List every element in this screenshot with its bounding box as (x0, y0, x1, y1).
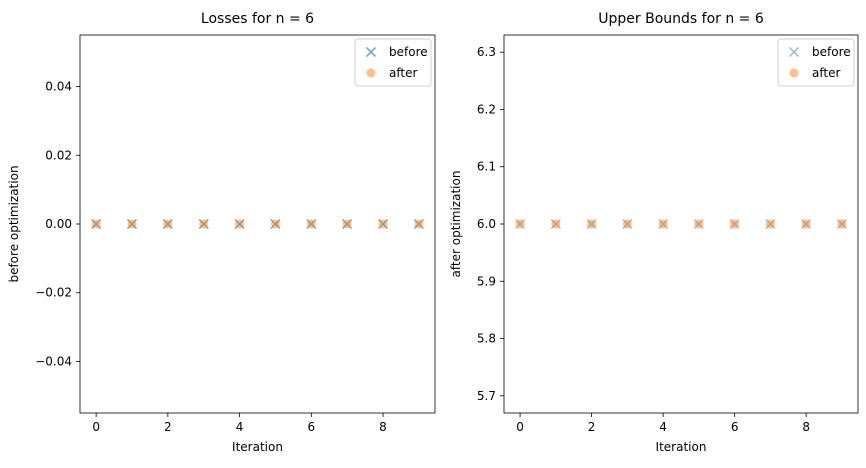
y-tick-label: 0.00 (45, 217, 72, 231)
losses-chart: Losses for n = 6 0 2 4 6 8 −0.04 −0.02 0.00 0.02 0… (7, 11, 436, 454)
legend-marker-after (366, 68, 376, 78)
y-tick-label: −0.04 (35, 354, 72, 368)
upper-bounds-chart: Upper Bounds for n = 6 0 2 4 6 8 5.7 5.8 5.9 6.0 6… (449, 11, 859, 454)
y-tick-label: 0.02 (45, 148, 72, 162)
x-tick-label: 4 (659, 420, 667, 434)
y-tick-label: 6.3 (477, 45, 496, 59)
chart-title: Upper Bounds for n = 6 (598, 11, 764, 27)
legend-marker-after (789, 68, 799, 78)
point-after (306, 219, 316, 229)
x-tick-label: 6 (731, 420, 739, 434)
x-tick-label: 0 (516, 420, 524, 434)
legend: before after (354, 38, 432, 87)
y-tick-label: 6.0 (477, 217, 496, 231)
point-after (587, 219, 597, 229)
point-after (801, 219, 811, 229)
point-after (235, 219, 245, 229)
point-after (694, 219, 704, 229)
point-after (837, 219, 847, 229)
plot-frame (79, 34, 436, 414)
point-after (622, 219, 632, 229)
point-after (163, 219, 173, 229)
x-axis-label: Iteration (656, 440, 707, 454)
y-tick-label: 0.04 (45, 80, 72, 94)
legend-label-before: before (812, 45, 851, 59)
point-after (414, 219, 424, 229)
plot-frame (503, 34, 859, 414)
legend-marker-before (788, 46, 800, 58)
y-axis-label: before optimization (7, 165, 21, 282)
x-tick-label: 2 (164, 420, 172, 434)
y-tick-label: 6.1 (477, 160, 496, 174)
y-tick-label: −0.02 (35, 286, 72, 300)
y-tick-label: 5.8 (477, 332, 496, 346)
point-after (378, 219, 388, 229)
legend-label-after: after (389, 66, 417, 80)
x-tick-label: 0 (92, 420, 100, 434)
x-tick-label: 4 (236, 420, 244, 434)
point-after (658, 219, 668, 229)
point-after (127, 219, 137, 229)
legend-marker-before (365, 46, 377, 58)
point-after (270, 219, 280, 229)
y-tick-label: 5.7 (477, 389, 496, 403)
point-after (765, 219, 775, 229)
chart-title: Losses for n = 6 (201, 11, 314, 27)
x-axis-label: Iteration (232, 440, 283, 454)
point-after (199, 219, 209, 229)
point-after (91, 219, 101, 229)
point-after (342, 219, 352, 229)
x-tick-label: 6 (307, 420, 315, 434)
point-after (515, 219, 525, 229)
y-tick-label: 6.2 (477, 102, 496, 116)
legend-label-before: before (389, 45, 428, 59)
legend-label-after: after (812, 66, 840, 80)
y-axis-label: after optimization (449, 171, 463, 278)
legend: before after (777, 38, 855, 87)
x-tick-label: 2 (588, 420, 596, 434)
x-tick-label: 8 (802, 420, 810, 434)
x-tick-label: 8 (379, 420, 387, 434)
point-after (551, 219, 561, 229)
point-after (730, 219, 740, 229)
y-tick-label: 5.9 (477, 274, 496, 288)
